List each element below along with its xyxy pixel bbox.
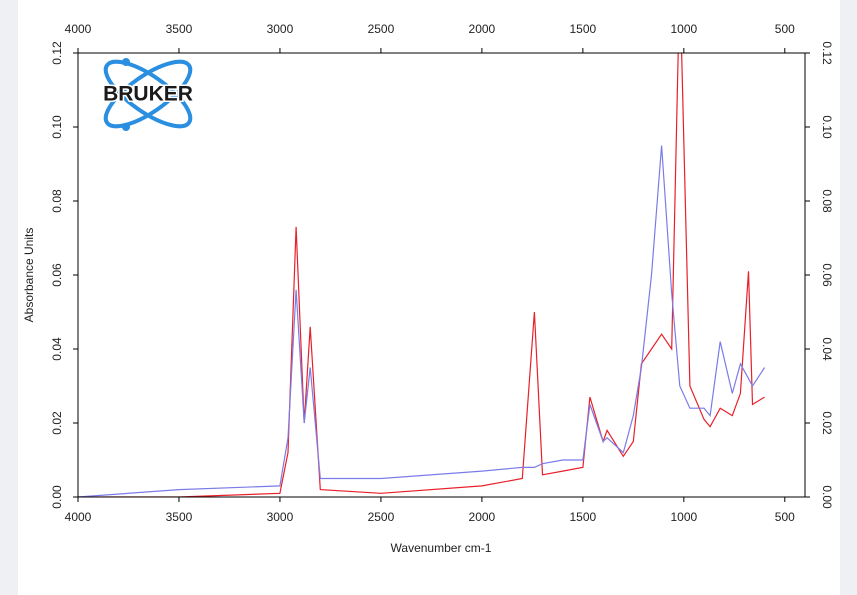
logo-orbit: [103, 59, 193, 129]
y-tick-label-right: 0.04: [820, 337, 834, 361]
y-tick-label-right: 0.08: [820, 189, 834, 213]
x-tick-label: 3000: [267, 510, 294, 524]
y-tick-label: 0.06: [50, 263, 64, 287]
y-tick-label: 0.10: [50, 115, 64, 139]
x-tick-label-top: 4000: [65, 22, 92, 36]
x-tick-label: 500: [775, 510, 795, 524]
y-tick-label-right: 0.06: [820, 263, 834, 287]
x-tick-label-top: 3500: [166, 22, 193, 36]
x-axis-label: Wavenumber cm-1: [391, 541, 492, 555]
plot-frame: [77, 52, 806, 498]
x-tick-label-top: 3000: [267, 22, 294, 36]
spectrum-line: [78, 145, 766, 497]
x-tick-label: 1500: [570, 510, 597, 524]
y-tick-label: 0.02: [50, 411, 64, 435]
logo-text: BRUKER: [103, 83, 193, 106]
x-tick-label-top: 1500: [570, 22, 597, 36]
y-tick-label: 0.04: [50, 337, 64, 361]
logo: BRUKER: [102, 58, 194, 131]
x-tick-label-top: 2500: [368, 22, 395, 36]
logo-dot: [122, 58, 130, 66]
y-tick-label: 0.12: [50, 41, 64, 65]
y-tick-label: 0.08: [50, 189, 64, 213]
x-tick-label: 2500: [368, 510, 395, 524]
plot-lines: [78, 53, 766, 497]
x-tick-label: 3500: [166, 510, 193, 524]
x-tick-label-top: 1000: [670, 22, 697, 36]
x-tick-label-top: 2000: [469, 22, 496, 36]
panel: [18, 0, 840, 595]
x-tick-label: 1000: [670, 510, 697, 524]
spectrum-line: [78, 53, 765, 497]
y-tick-label-right: 0.10: [820, 115, 834, 139]
x-tick-label-top: 500: [775, 22, 795, 36]
y-tick-label-right: 0.02: [820, 411, 834, 435]
y-tick-label-right: 0.12: [820, 41, 834, 65]
y-tick-label: 0.00: [50, 485, 64, 509]
x-tick-label: 4000: [65, 510, 92, 524]
x-tick-label: 2000: [469, 510, 496, 524]
y-axis-label: Absorbance Units: [22, 228, 36, 323]
logo-orbit: [103, 59, 193, 129]
y-tick-label-right: 0.00: [820, 485, 834, 509]
logo-dot: [122, 123, 130, 131]
